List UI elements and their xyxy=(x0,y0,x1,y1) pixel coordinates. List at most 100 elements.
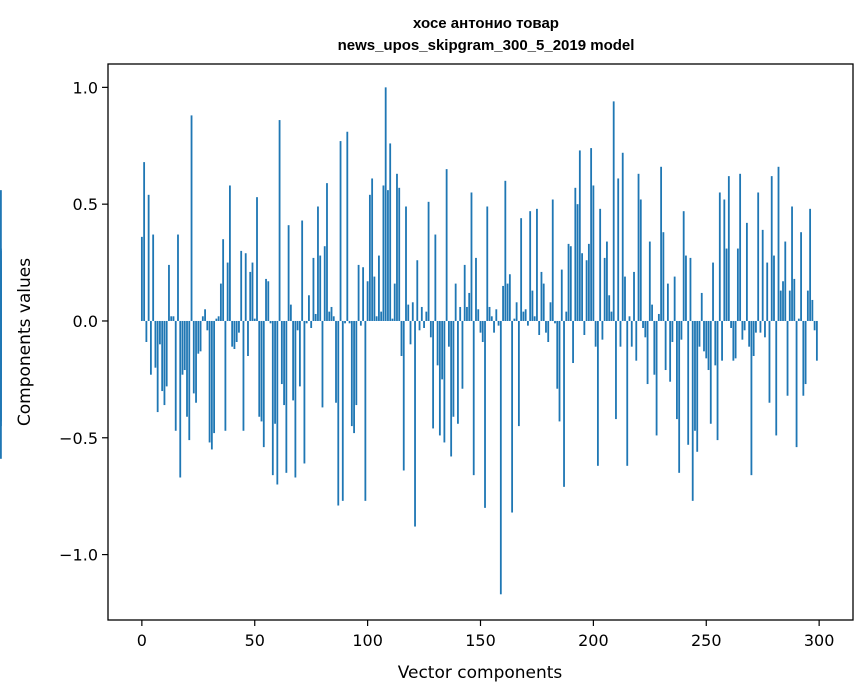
bar xyxy=(346,131,349,321)
bar xyxy=(779,290,782,321)
bar xyxy=(249,271,252,321)
bar xyxy=(612,101,615,321)
bar xyxy=(764,320,766,338)
bar xyxy=(583,320,586,335)
bar xyxy=(716,320,719,441)
y-tick-label: 1.0 xyxy=(73,78,98,97)
bar xyxy=(161,320,164,392)
bar xyxy=(177,234,179,321)
bar xyxy=(527,320,529,326)
bar xyxy=(292,320,295,401)
bar xyxy=(224,320,227,431)
bar xyxy=(188,320,191,441)
bar xyxy=(278,120,281,321)
bar xyxy=(344,320,346,324)
bar xyxy=(312,257,315,321)
chart-title-line-2: news_upos_skipgram_300_5_2019 model xyxy=(338,37,635,54)
bar xyxy=(247,320,249,357)
bar xyxy=(784,241,787,321)
bar xyxy=(206,320,209,331)
bar xyxy=(587,243,590,321)
bar xyxy=(560,269,563,321)
bar xyxy=(366,281,369,321)
bar xyxy=(646,320,649,385)
bar xyxy=(619,320,622,347)
bar xyxy=(563,320,565,487)
bar xyxy=(475,257,477,321)
bar xyxy=(362,267,365,321)
bar xyxy=(630,320,633,347)
bar xyxy=(438,320,441,436)
bar xyxy=(545,320,547,333)
bar xyxy=(391,318,394,321)
bar xyxy=(657,313,660,321)
bar xyxy=(328,311,331,321)
bar xyxy=(687,320,690,445)
x-tick-label: 100 xyxy=(352,631,383,650)
bar xyxy=(741,320,744,340)
bar xyxy=(308,295,310,321)
bar xyxy=(508,274,511,321)
bar xyxy=(678,320,681,473)
bar xyxy=(326,183,328,321)
bar xyxy=(718,192,721,321)
bar xyxy=(140,236,143,321)
bar xyxy=(152,234,155,321)
bar xyxy=(181,320,184,375)
bar xyxy=(608,295,611,321)
bar xyxy=(396,173,398,321)
bar xyxy=(179,320,182,478)
bar xyxy=(759,320,762,333)
bar xyxy=(660,166,663,321)
bar xyxy=(260,320,263,422)
bar xyxy=(581,253,583,321)
bar xyxy=(502,285,504,321)
bar xyxy=(274,320,276,424)
bar xyxy=(691,320,694,501)
bar xyxy=(238,320,240,333)
bar xyxy=(357,264,360,321)
bar xyxy=(533,316,536,321)
bar xyxy=(215,318,218,321)
bar xyxy=(488,306,491,321)
bar xyxy=(673,276,676,321)
bar xyxy=(551,199,554,321)
bar xyxy=(398,187,401,321)
bar xyxy=(373,276,376,321)
bar xyxy=(809,208,812,321)
bar xyxy=(750,320,753,476)
bar xyxy=(452,320,455,417)
bar xyxy=(400,320,403,357)
bar xyxy=(775,320,778,436)
bar xyxy=(0,320,2,380)
bar xyxy=(192,320,195,394)
bar xyxy=(427,201,430,321)
bar xyxy=(378,255,380,321)
bar xyxy=(664,320,667,371)
bar xyxy=(317,206,319,321)
bar xyxy=(606,241,608,321)
bar xyxy=(229,185,231,321)
bar xyxy=(696,320,699,452)
bar xyxy=(653,320,656,375)
bar xyxy=(201,316,204,321)
bar xyxy=(368,194,371,321)
bar xyxy=(517,320,520,427)
bar xyxy=(590,148,593,321)
bar xyxy=(542,283,545,321)
bar xyxy=(734,320,737,359)
bar xyxy=(409,320,412,345)
bar xyxy=(258,320,261,417)
y-tick-label: −0.5 xyxy=(59,429,98,448)
bar xyxy=(791,206,793,321)
bar xyxy=(786,320,789,396)
bar xyxy=(479,320,482,333)
bar xyxy=(554,320,556,324)
bar xyxy=(635,320,638,361)
bar xyxy=(389,143,392,321)
bar xyxy=(267,281,270,321)
bar xyxy=(143,162,146,321)
bar xyxy=(411,302,414,321)
bar xyxy=(743,320,746,331)
bar xyxy=(0,250,2,321)
